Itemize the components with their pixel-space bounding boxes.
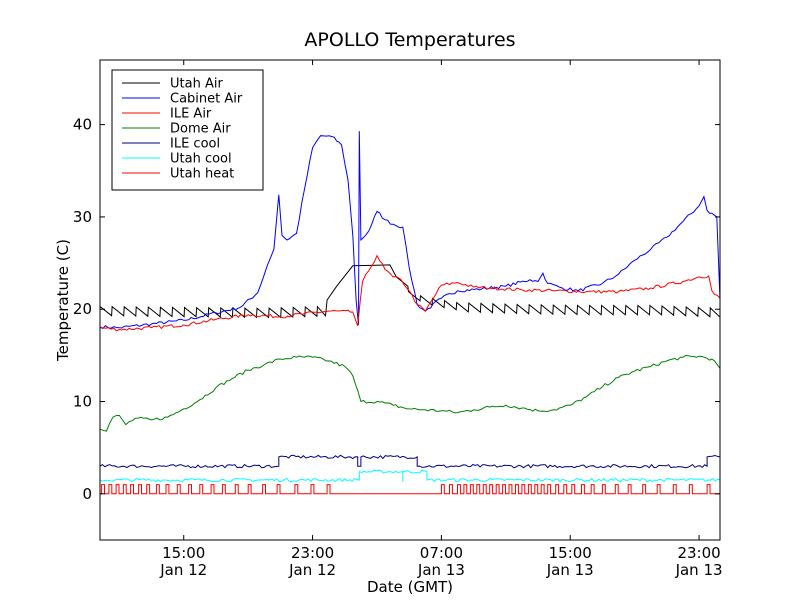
x-tick-label-time: 23:00	[677, 544, 720, 562]
y-tick-label: 0	[82, 485, 92, 503]
legend-label-cabinet-air: Cabinet Air	[170, 92, 243, 107]
series-line-cabinet-air	[99, 131, 721, 330]
series-line-ile-cool	[99, 454, 721, 469]
x-tick-label-date: Jan 12	[288, 561, 336, 579]
legend-label-dome-air: Dome Air	[170, 122, 231, 137]
y-axis-label: Temperature (C)	[54, 239, 72, 362]
series-layer	[99, 131, 721, 495]
x-tick-label-date: Jan 12	[159, 561, 207, 579]
x-axis-label: Date (GMT)	[367, 578, 453, 596]
series-line-utah-air	[99, 264, 721, 319]
series-line-utah-cool	[99, 469, 721, 483]
y-tick-label: 20	[73, 300, 92, 318]
legend-box	[111, 69, 264, 191]
x-tick-label-time: 15:00	[162, 544, 205, 562]
series-line-ile-air	[99, 254, 721, 332]
x-tick-label-time: 07:00	[420, 544, 463, 562]
legend-label-utah-heat: Utah heat	[170, 167, 234, 182]
y-tick-label: 40	[73, 116, 92, 134]
legend-label-utah-cool: Utah cool	[170, 152, 232, 167]
x-tick-label-time: 23:00	[291, 544, 334, 562]
x-tick-label-date: Jan 13	[546, 561, 594, 579]
plot-frame	[99, 59, 721, 541]
legend-label-ile-cool: ILE cool	[170, 137, 220, 152]
x-tick-label-date: Jan 13	[675, 561, 723, 579]
legend-label-ile-air: ILE Air	[170, 107, 212, 122]
chart-title: APOLLO Temperatures	[304, 29, 515, 51]
series-line-dome-air	[99, 354, 721, 432]
y-tick-label: 30	[73, 208, 92, 226]
series-line-utah-heat	[100, 484, 720, 495]
y-tick-label: 10	[73, 393, 92, 411]
x-tick-label-time: 15:00	[549, 544, 592, 562]
legend-label-utah-air: Utah Air	[170, 77, 223, 92]
x-tick-label-date: Jan 13	[417, 561, 465, 579]
